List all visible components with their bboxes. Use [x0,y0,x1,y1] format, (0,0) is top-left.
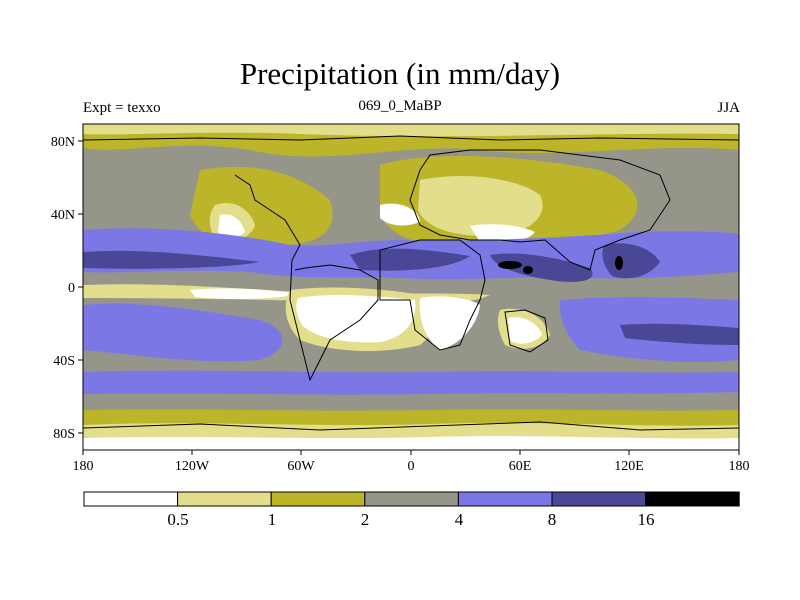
experiment-label: Expt = texxo [83,100,161,116]
field-spac-light [83,303,283,362]
y-tick-label: 80N [51,135,75,150]
x-tick-label: 180 [73,459,94,474]
field-sa-dry [296,294,416,343]
colorbar-box [364,491,459,507]
map-field [83,124,739,450]
colorbar-label: 8 [548,510,557,529]
coast-australia [504,309,549,353]
colorbar-box [551,491,647,507]
y-tick-label: 80S [53,427,75,442]
y-tick-label: 40S [53,354,75,369]
field-pacific-dark [83,250,260,269]
y-tick-labels: 80N 40N 0 40S 80S [51,135,75,442]
colorbar-label: 4 [455,510,464,529]
y-tick-label: 40N [51,208,75,223]
colorbar-box [645,491,740,507]
colorbar-label: 0.5 [167,510,188,529]
field-eurasia-pale [418,175,543,237]
field-india-dark [490,253,593,282]
field-aus-dry [508,317,542,344]
coast-antarctica [83,421,739,431]
colorbar-label: 16 [638,510,655,529]
field-na-dry [218,214,245,238]
plot-title: Precipitation (in mm/day) [239,56,561,91]
colorbar-box [457,491,553,507]
x-tick-label: 60E [509,459,532,474]
colorbar-labels: 0.5 1 2 4 8 16 [167,510,654,529]
colorbar-label: 1 [268,510,277,529]
colorbar [83,491,740,507]
field-peak-3 [615,256,623,270]
field-af-dry [419,296,480,350]
field-wpac-dark [602,243,660,279]
x-tick-label: 180 [729,459,750,474]
field-antarctic-dry [83,436,739,450]
field-se-dark [620,323,739,345]
coastlines [83,135,739,431]
run-label: 069_0_MaBP [358,98,442,114]
coast-africa [379,239,486,351]
coast-americas [234,174,379,382]
x-tick-label: 120W [175,459,210,474]
x-tick-marks [82,450,740,455]
field-peak-2 [523,266,533,274]
x-tick-labels: 180 120W 60W 0 60E 120E 180 [73,459,750,474]
field-europe-dry [380,203,420,226]
x-tick-label: 60W [287,459,315,474]
field-eq-dry [190,288,300,299]
field-arctic-pale [83,124,739,137]
colorbar-label: 2 [361,510,370,529]
field-so-light [83,370,739,395]
field-asia-dry [470,224,535,244]
x-tick-label: 0 [408,459,415,474]
x-tick-label: 120E [614,459,644,474]
field-so-gray [83,394,739,411]
season-label: JJA [717,100,740,116]
colorbar-box [83,491,179,507]
field-peak-1 [498,261,522,269]
coast-eurasia [409,149,671,271]
y-tick-label: 0 [68,281,75,296]
colorbar-box [177,491,272,507]
y-tick-marks [78,140,83,434]
coast-arctic [83,135,739,141]
colorbar-box [270,491,366,507]
